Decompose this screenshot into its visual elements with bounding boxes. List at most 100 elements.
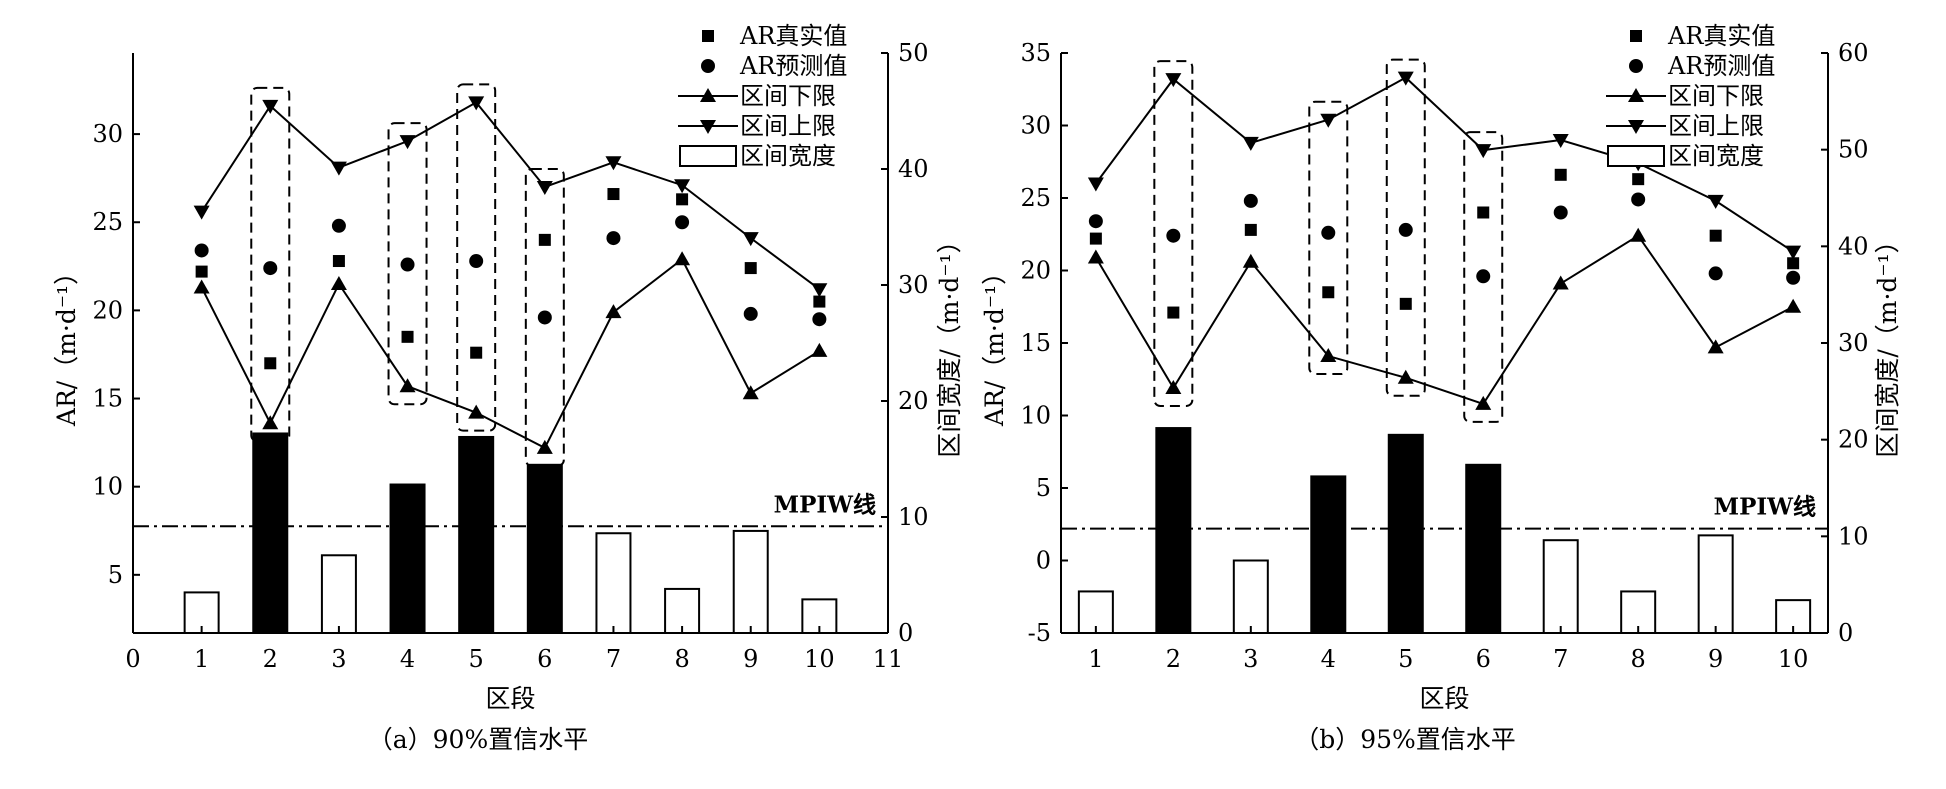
y2-tick-label-40: 40: [898, 155, 929, 183]
upper-bound-point-4: [1320, 113, 1337, 128]
y2-tick-label-30: 30: [898, 271, 929, 299]
predicted-value-point-6: [1476, 269, 1491, 284]
x-tick-label-9: 9: [743, 645, 758, 673]
upper-bound-point-10: [1785, 245, 1802, 260]
true-value-point-3: [1244, 223, 1257, 236]
predicted-value-point-1: [194, 243, 209, 258]
upper-bound-point-7: [1552, 134, 1569, 148]
x-tick-label-8: 8: [1631, 645, 1646, 673]
legend-marker-true: [702, 30, 714, 42]
y-tick-label-30: 30: [92, 120, 123, 148]
upper-bound-point-9: [1707, 194, 1724, 209]
predicted-value-point-8: [675, 215, 690, 230]
true-value-point-5: [1399, 297, 1412, 310]
legend-label-3: 区间下限: [1668, 82, 1764, 110]
y2-tick-label-10: 10: [898, 503, 929, 531]
legend-label-3: 区间下限: [740, 82, 836, 110]
upper-bound-point-1: [1087, 177, 1104, 192]
legend-marker-down: [1628, 120, 1644, 134]
width-bar-2: [1155, 427, 1192, 635]
true-value-point-5: [470, 346, 483, 359]
true-value-point-7: [1554, 168, 1567, 181]
y2-axis-label: 区间宽度/（m·d⁻¹）: [935, 228, 964, 457]
true-value-point-8: [676, 193, 689, 206]
predicted-value-point-4: [400, 257, 415, 272]
lower-bound-point-10: [1785, 298, 1802, 313]
lower-bound-point-8: [1630, 227, 1647, 242]
upper-bound-point-5: [1397, 71, 1414, 86]
x-tick-label-1: 1: [1088, 645, 1103, 673]
x-tick-label-11: 11: [873, 645, 904, 673]
width-bar-6: [526, 463, 563, 634]
width-bar-4: [1310, 475, 1347, 634]
upper-bound-line: [1095, 76, 1794, 253]
true-value-point-7: [607, 188, 620, 201]
panel-caption: （a）90%置信水平: [368, 725, 588, 754]
true-value-point-6: [1477, 206, 1490, 219]
width-bar-9: [732, 529, 769, 634]
true-value-point-10: [813, 295, 826, 308]
true-value-point-9: [744, 262, 757, 275]
y2-tick-label-50: 50: [1838, 136, 1869, 164]
x-tick-label-7: 7: [606, 645, 621, 673]
true-value-point-8: [1632, 173, 1645, 186]
upper-bound-point-6: [536, 180, 553, 195]
upper-bound-point-1: [193, 205, 210, 220]
width-bar-5: [458, 435, 495, 634]
highlight-box-4: [387, 122, 428, 406]
y-tick-label-25: 25: [92, 208, 123, 236]
x-tick-label-10: 10: [1778, 645, 1809, 673]
lower-bound-point-3: [330, 275, 347, 290]
highlight-box-6: [524, 167, 565, 467]
lower-bound-point-6: [1475, 395, 1492, 410]
lower-bound-point-3: [1242, 253, 1259, 268]
predicted-value-point-6: [537, 310, 552, 325]
true-value-point-3: [332, 255, 345, 268]
highlight-box-5: [456, 83, 497, 432]
y2-tick-label-20: 20: [1838, 426, 1869, 454]
true-value-point-9: [1709, 229, 1722, 242]
x-axis-label: 区段: [485, 684, 535, 713]
legend-label-4: 区间上限: [740, 112, 836, 140]
predicted-value-point-7: [606, 231, 621, 246]
true-value-point-2: [1167, 306, 1180, 319]
predicted-value-point-1: [1088, 214, 1103, 229]
predicted-value-point-10: [1786, 270, 1801, 285]
predicted-value-point-9: [743, 306, 758, 321]
highlight-box-2: [1153, 60, 1194, 407]
true-value-point-10: [1787, 257, 1800, 270]
legend-label-2: AR预测值: [1667, 52, 1775, 80]
x-tick-label-9: 9: [1708, 645, 1723, 673]
legend-label-4: 区间上限: [1668, 112, 1764, 140]
lower-bound-point-10: [811, 342, 828, 357]
y2-tick-label-0: 0: [898, 619, 913, 647]
predicted-value-point-5: [1398, 222, 1413, 237]
width-bar-3: [320, 554, 357, 635]
true-value-point-1: [195, 265, 208, 278]
x-tick-label-5: 5: [469, 645, 484, 673]
upper-bound-point-2: [1165, 73, 1182, 88]
legend-label-1: AR真实值: [1667, 22, 1775, 50]
x-tick-label-1: 1: [194, 645, 209, 673]
legend-label-5: 区间宽度: [740, 142, 836, 170]
chart-panel-b: MPIW线 1 2 3 4 5 6 7 8 9 10 -5 0 5 10 15 20 25 30 35 0 10 20 30 4…: [980, 22, 1902, 754]
upper-bound-point-5: [468, 96, 485, 111]
width-bar-6: [1465, 463, 1502, 634]
upper-bound-point-7: [605, 156, 622, 171]
legend-marker-up: [1628, 88, 1644, 102]
lower-bound-point-5: [468, 404, 485, 419]
legend-marker-width: [1607, 145, 1665, 167]
legend-label-1: AR真实值: [739, 22, 847, 50]
y-tick-label-20: 20: [1020, 257, 1051, 285]
predicted-value-point-9: [1708, 266, 1723, 281]
x-tick-label-2: 2: [263, 645, 278, 673]
legend-marker-down: [700, 120, 716, 134]
y-tick-label-20: 20: [92, 296, 123, 324]
legend-label-5: 区间宽度: [1668, 142, 1764, 170]
legend-marker-true: [1630, 30, 1642, 42]
y2-axis-label: 区间宽度/（m·d⁻¹）: [1873, 228, 1902, 457]
predicted-value-point-10: [812, 312, 827, 327]
x-tick-label-5: 5: [1398, 645, 1413, 673]
y-tick-label-5: 5: [1036, 474, 1051, 502]
